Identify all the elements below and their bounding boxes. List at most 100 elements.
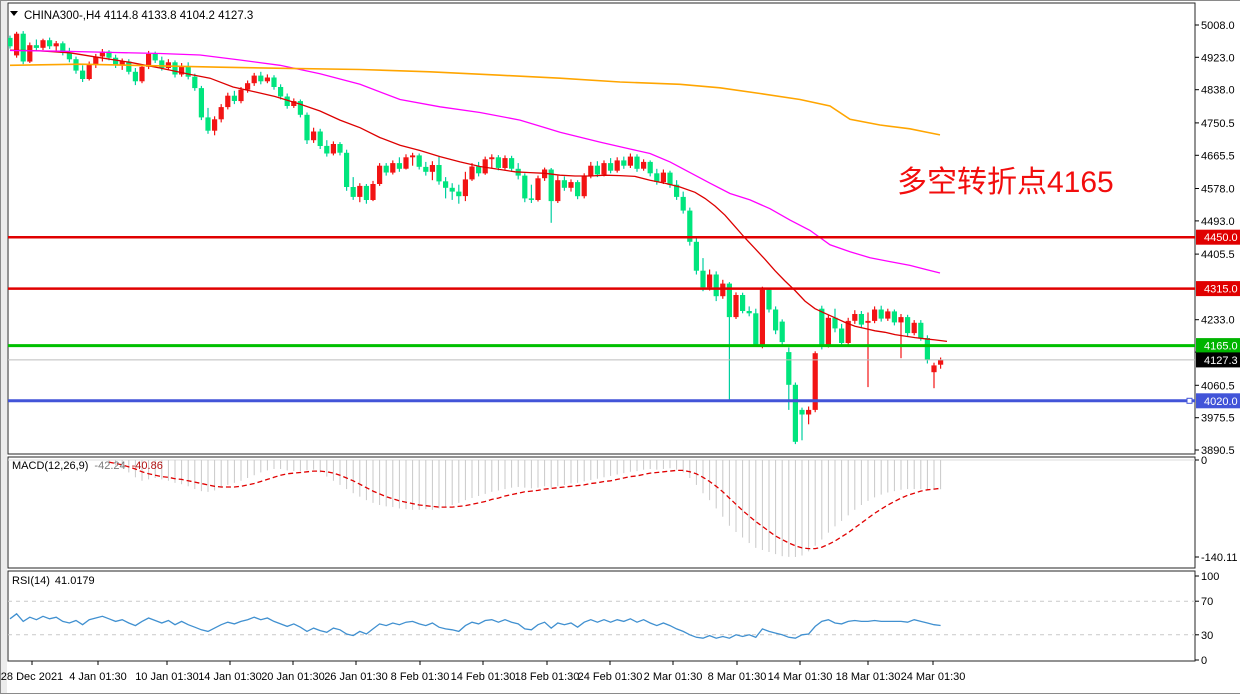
candle xyxy=(126,61,132,72)
candle xyxy=(357,185,363,197)
candle xyxy=(383,165,389,173)
candle xyxy=(561,180,567,188)
candle xyxy=(185,66,191,77)
annotation-text[interactable]: 多空转折点4165 xyxy=(897,166,1114,199)
candle xyxy=(278,87,284,97)
candle xyxy=(416,155,422,167)
candle xyxy=(773,309,779,331)
candle xyxy=(753,313,759,345)
candle xyxy=(456,191,462,197)
macd-name: MACD(12,26,9) xyxy=(12,460,88,472)
macd-label: MACD(12,26,9) -42.24 -40.86 xyxy=(12,460,163,472)
candle xyxy=(766,289,772,310)
candle xyxy=(396,163,402,169)
candle xyxy=(403,157,409,169)
candle xyxy=(759,289,765,345)
blue-line-handle[interactable] xyxy=(1186,397,1193,404)
candle xyxy=(231,95,237,101)
candle xyxy=(152,53,158,61)
time-axis-label: 14 Jan 01:30 xyxy=(198,671,262,683)
candle xyxy=(700,270,706,288)
candle xyxy=(165,62,171,68)
price-axis-label: 4060.5 xyxy=(1201,380,1235,392)
candle xyxy=(634,156,640,169)
candle xyxy=(845,320,851,343)
candle xyxy=(443,181,449,188)
candle xyxy=(806,409,812,415)
time-axis-label: 14 Mar 01:30 xyxy=(768,671,833,683)
macd-signal-line xyxy=(108,461,941,550)
candle xyxy=(654,173,660,182)
price-axis-badge-label: 4315.0 xyxy=(1204,284,1238,296)
candle xyxy=(878,309,884,319)
candle xyxy=(476,166,482,174)
candle xyxy=(726,283,732,318)
candle xyxy=(60,43,66,53)
candle xyxy=(291,101,297,106)
candle xyxy=(225,95,231,108)
candle xyxy=(885,311,891,319)
chart-title: CHINA300-,H4 4114.8 4133.8 4104.2 4127.3 xyxy=(24,10,253,22)
main-chart-frame xyxy=(7,2,1196,455)
chart-plot-area[interactable] xyxy=(8,3,1195,454)
candle xyxy=(502,158,508,168)
candle xyxy=(344,152,350,187)
candle xyxy=(865,320,871,323)
rsi-frame xyxy=(7,570,1196,662)
candle xyxy=(218,107,224,120)
symbol-dropdown-icon[interactable] xyxy=(10,11,18,16)
candle xyxy=(594,165,600,175)
candle xyxy=(363,185,369,200)
ma-fast-line xyxy=(9,49,948,343)
candle xyxy=(905,317,911,334)
time-axis-label: 2 Mar 01:30 xyxy=(644,671,703,683)
candle xyxy=(159,60,165,68)
candle xyxy=(370,184,376,200)
price-axis-label: 4578.0 xyxy=(1201,184,1235,196)
candle xyxy=(687,210,693,242)
candle xyxy=(80,70,86,79)
price-axis-label: 4923.0 xyxy=(1201,52,1235,64)
time-axis-label: 10 Jan 01:30 xyxy=(135,671,199,683)
price-axis-badge-label: 4165.0 xyxy=(1204,341,1238,353)
time-axis-label: 18 Feb 01:30 xyxy=(515,671,580,683)
rsi-line xyxy=(9,612,941,639)
candle xyxy=(799,409,805,415)
candle xyxy=(47,40,53,47)
price-axis-label: 5008.0 xyxy=(1201,20,1235,32)
window-edge xyxy=(0,0,7,694)
horizontal-lines[interactable] xyxy=(8,235,1195,404)
candle xyxy=(449,187,455,192)
candle xyxy=(575,182,581,197)
price-axis-badge-label: 4020.0 xyxy=(1204,396,1238,408)
candle xyxy=(245,83,251,90)
macd-panel xyxy=(8,459,1195,557)
candle xyxy=(429,165,435,172)
time-axis-label: 8 Mar 01:30 xyxy=(708,671,767,683)
candle xyxy=(588,165,594,177)
candle xyxy=(713,274,719,297)
macd-frame xyxy=(7,456,1196,569)
time-axis-label: 24 Mar 01:30 xyxy=(901,671,966,683)
candle xyxy=(621,160,627,166)
candle xyxy=(20,33,26,62)
candle xyxy=(489,157,495,160)
candle xyxy=(337,144,343,153)
time-axis-label: 4 Jan 01:30 xyxy=(69,671,127,683)
candle xyxy=(212,119,218,131)
price-axis-badge xyxy=(1196,352,1240,368)
candle xyxy=(14,33,20,56)
candle xyxy=(297,101,303,115)
candle xyxy=(667,172,673,185)
candle xyxy=(198,88,204,118)
candle xyxy=(911,322,917,334)
candle xyxy=(390,163,396,173)
rsi-axis-label: 0 xyxy=(1201,655,1207,667)
candle xyxy=(40,40,46,48)
macd-axis-label: 0 xyxy=(1201,455,1207,467)
candle xyxy=(641,161,647,169)
candle xyxy=(436,165,442,182)
macd-signal-value: -40.86 xyxy=(132,460,163,472)
price-axis-badge xyxy=(1196,338,1240,354)
